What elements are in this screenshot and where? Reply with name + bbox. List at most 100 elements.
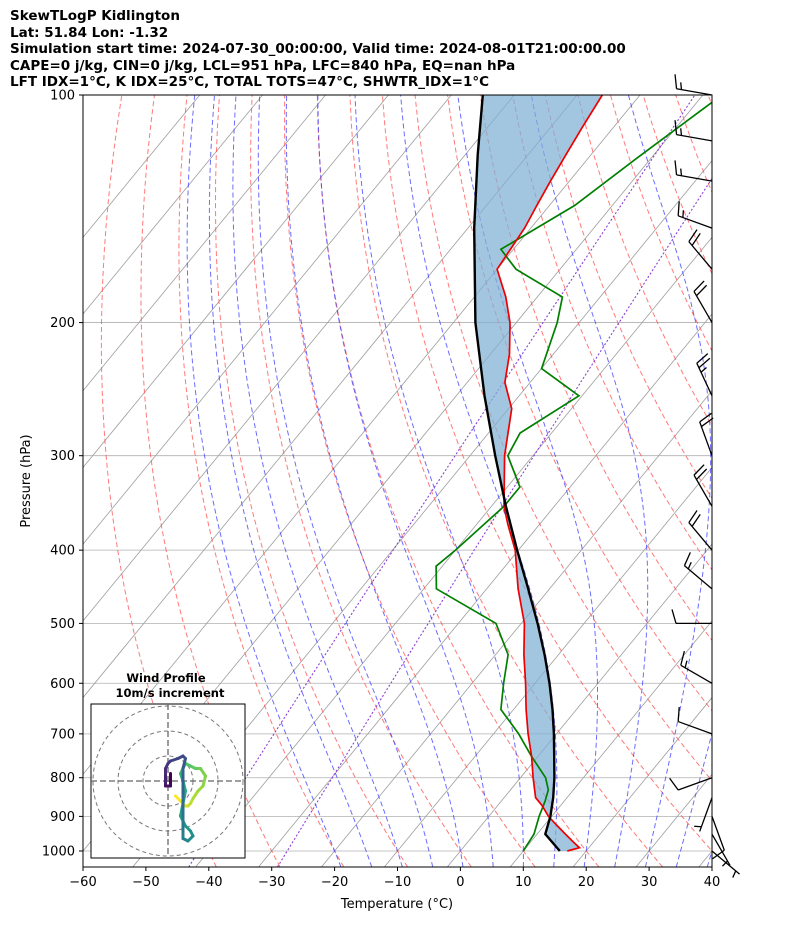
isotherm [698, 850, 712, 867]
dry-adiabat [741, 95, 794, 867]
dry-adiabat [250, 95, 472, 867]
y-tick-label: 100 [50, 89, 75, 104]
dry-adiabat [675, 95, 712, 194]
dry-adiabat [773, 95, 794, 867]
isotherm [635, 773, 712, 867]
x-tick-label: 20 [578, 875, 595, 890]
y-tick-label: 300 [50, 449, 75, 464]
moist-adiabat [530, 95, 649, 867]
convective-indices: CAPE=0 j/kg, CIN=0 j/kg, LCL=951 hPa, LF… [10, 57, 516, 74]
dry-adiabat [707, 95, 712, 107]
hodograph-title: Wind Profile [126, 671, 206, 685]
wind-barb [674, 120, 713, 142]
isotherm [83, 95, 578, 699]
wind-barb [693, 464, 713, 507]
dry-adiabat [544, 95, 712, 500]
x-tick-label: −10 [384, 875, 411, 890]
dry-adiabat [283, 95, 536, 867]
y-tick-label: 500 [50, 617, 75, 632]
y-tick-label: 900 [50, 810, 75, 825]
y-tick-label: 600 [50, 677, 75, 692]
dry-adiabat [140, 95, 281, 867]
x-tick-label: −50 [132, 875, 159, 890]
wind-barb [699, 412, 714, 456]
wind-barb [711, 816, 725, 860]
moist-adiabat [317, 95, 494, 867]
chart-title: SkewTLogP Kidlington [10, 8, 180, 24]
isotherm [83, 95, 389, 469]
profile-lines [435, 95, 712, 852]
hodograph: Wind Profile 10m/s increment [90, 671, 246, 859]
mixing-ratio-line [188, 95, 696, 867]
location-coordinates: Lat: 51.84 Lon: -1.32 [10, 24, 169, 41]
dry-adiabat [214, 95, 409, 867]
wind-barb [694, 797, 713, 832]
y-tick-label: 200 [50, 316, 75, 331]
x-axis-label: Temperature (°C) [340, 897, 453, 912]
moist-adiabat [257, 95, 434, 867]
isotherm [509, 620, 712, 867]
cape-area [474, 95, 603, 851]
x-tick-label: −60 [69, 875, 96, 890]
moist-adiabat [208, 95, 373, 867]
dry-adiabat [178, 95, 345, 867]
moist-adiabat [232, 95, 403, 867]
wind-barb [683, 552, 713, 590]
wind-barb [688, 229, 713, 270]
wind-barb [680, 650, 713, 684]
isotherm [83, 95, 326, 392]
parcel-profile [472, 95, 561, 852]
wind-barbs [669, 74, 740, 878]
isotherm [195, 236, 712, 867]
y-tick-label: 1000 [42, 844, 75, 859]
isotherm [83, 95, 201, 238]
x-tick-label: −40 [195, 875, 222, 890]
wind-barb [671, 609, 712, 625]
y-tick-label: 800 [50, 771, 75, 786]
wind-barb [688, 510, 713, 551]
wind-barb [669, 777, 713, 791]
dry-adiabat [642, 95, 712, 275]
y-tick-label: 400 [50, 544, 75, 559]
x-tick-label: 30 [641, 875, 658, 890]
hodograph-segment [181, 757, 187, 770]
moist-adiabat [354, 95, 524, 867]
moist-adiabat [186, 95, 342, 867]
dry-adiabat [414, 95, 712, 782]
isotherm [83, 95, 263, 315]
cape-fill [474, 95, 603, 851]
axes: −60 −50 −40 −30 −20 −10 0 10 20 30 40 1000 900 800 700… [42, 89, 720, 891]
dewpoint-profile [435, 101, 712, 852]
simulation-times: Simulation start time: 2024-07-30_00:00:… [10, 41, 626, 57]
isotherm [83, 95, 515, 622]
hodograph-segment [199, 767, 207, 778]
isotherm [83, 95, 452, 545]
stability-indices: LFT IDX=1°C, K IDX=25°C, TOTAL TOTS=47°C… [10, 74, 490, 90]
isotherm [384, 466, 712, 867]
wind-barb [711, 833, 731, 867]
moist-adiabat [400, 95, 558, 867]
isotherm [572, 696, 712, 867]
wind-barb [674, 160, 713, 182]
moist-adiabat [285, 95, 464, 867]
wind-barb [674, 74, 713, 96]
hodograph-subtitle: 10m/s increment [116, 686, 225, 700]
dry-adiabat [512, 95, 712, 571]
moist-adiabat [706, 849, 712, 867]
dry-adiabat [479, 95, 712, 642]
x-tick-label: 0 [456, 875, 464, 890]
dry-adiabat [316, 95, 600, 867]
temperature-profile [496, 95, 604, 852]
wind-barb [711, 850, 740, 878]
dry-adiabat [381, 95, 712, 852]
isotherm [258, 313, 712, 867]
wind-barb [677, 706, 713, 735]
hodograph-segment [201, 774, 207, 788]
y-tick-label: 700 [50, 727, 75, 742]
x-tick-label: −20 [321, 875, 348, 890]
moist-adiabat [627, 95, 712, 867]
wind-barb [693, 280, 713, 323]
x-tick-label: 40 [704, 875, 721, 890]
isotherm [321, 390, 712, 867]
